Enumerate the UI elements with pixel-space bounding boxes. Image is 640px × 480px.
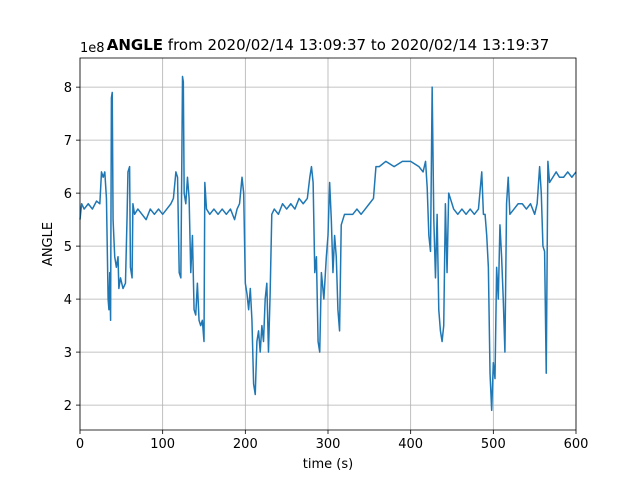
x-tick-label: 200 [233, 437, 258, 452]
chart-title: ANGLE from 2020/02/14 13:09:37 to 2020/0… [107, 36, 550, 54]
data-line [79, 75, 577, 412]
x-tick-label: 500 [481, 437, 506, 452]
title-text: from 2020/02/14 13:09:37 to 2020/02/14 1… [168, 36, 549, 54]
plot-frame [79, 57, 577, 431]
x-tick-label: 400 [398, 437, 423, 452]
x-tick-label: 300 [316, 437, 341, 452]
y-offset-text: 1e8 [80, 41, 105, 56]
y-tick-label: 3 [64, 346, 72, 361]
y-tick-label: 2 [64, 399, 72, 414]
y-tick-label: 6 [64, 187, 72, 202]
x-tick-label: 100 [150, 437, 175, 452]
y-tick-label: 7 [64, 134, 72, 149]
y-tick-label: 8 [64, 81, 72, 96]
x-axis-label: time (s) [303, 457, 353, 472]
y-axis-label: ANGLE [41, 222, 56, 266]
y-tick-label: 4 [64, 293, 72, 308]
x-tick-label: 0 [76, 437, 84, 452]
x-tick-label: 600 [564, 437, 589, 452]
title-variable: ANGLE [107, 36, 163, 54]
y-tick-label: 5 [64, 240, 72, 255]
